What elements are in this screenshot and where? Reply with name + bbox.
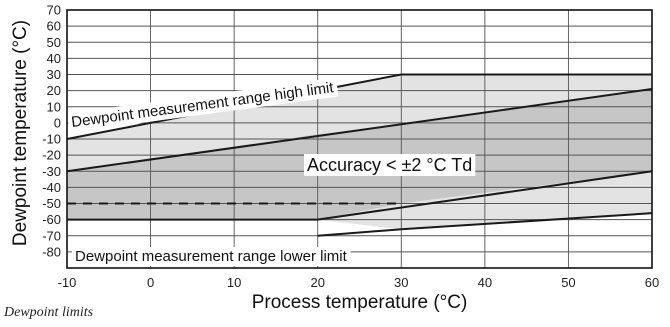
accuracy-label-bg [304, 154, 476, 176]
chart-tick-labels: 706050403020100-10-20-30-40-50-60-70-80-… [42, 3, 659, 291]
line-accuracy-lower [67, 170, 653, 221]
plot-frame [66, 9, 653, 269]
line-lower-limit [317, 212, 653, 237]
y-tick-label: 40 [47, 51, 61, 66]
y-tick-label: -60 [42, 212, 61, 227]
lower-limit-label: Dewpoint measurement range lower limit [72, 247, 351, 266]
x-tick-label: 30 [394, 275, 408, 290]
y-axis-title: Dewpoint temperature (°C) [10, 20, 31, 246]
y-tick-label: 50 [47, 35, 61, 50]
chart-grid [67, 9, 652, 268]
y-tick-label: -30 [42, 164, 61, 179]
lower-limit-label-text: Dewpoint measurement range lower limit [75, 248, 348, 265]
x-tick-label: 20 [310, 275, 324, 290]
y-tick-label: -40 [42, 180, 61, 195]
chart-regions [67, 74, 652, 230]
x-tick-label: 50 [561, 275, 575, 290]
figure-caption: Dewpoint limits [4, 305, 94, 320]
x-tick-label: 40 [478, 275, 492, 290]
y-tick-label: 30 [47, 67, 61, 82]
x-tick-label: 60 [645, 275, 659, 290]
y-tick-label: -70 [42, 228, 61, 243]
y-tick-label: -10 [42, 132, 61, 147]
x-tick-label: 10 [227, 275, 241, 290]
x-axis-title: Process temperature (°C) [252, 292, 468, 313]
x-tick-label: 0 [147, 275, 154, 290]
y-tick-label: 0 [54, 115, 61, 130]
lower-limit-label-bg [72, 247, 351, 266]
y-tick-label: -50 [42, 196, 61, 211]
y-tick-label: 70 [47, 3, 61, 18]
line-accuracy-upper [66, 88, 653, 173]
accuracy-label-text: Accuracy < ±2 °C Td [307, 155, 472, 175]
y-tick-label: 10 [47, 99, 61, 114]
high-limit-label-bg [67, 77, 339, 133]
y-tick-label: 60 [47, 19, 61, 34]
accuracy-label: Accuracy < ±2 °C Td [304, 154, 476, 176]
y-tick-label: -80 [42, 244, 61, 259]
x-tick-label: -10 [58, 275, 77, 290]
y-tick-label: -20 [42, 148, 61, 163]
y-tick-label: 20 [47, 83, 61, 98]
